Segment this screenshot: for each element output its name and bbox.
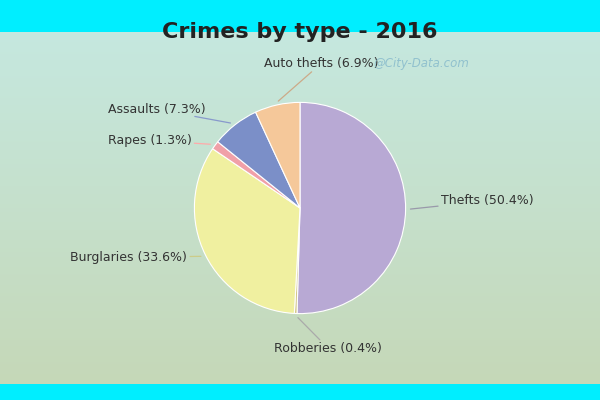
Text: Thefts (50.4%): Thefts (50.4%) (410, 194, 533, 209)
Wedge shape (218, 112, 300, 208)
Text: Auto thefts (6.9%): Auto thefts (6.9%) (264, 57, 379, 101)
Text: @City-Data.com: @City-Data.com (373, 57, 469, 70)
Wedge shape (295, 208, 300, 314)
Text: Rapes (1.3%): Rapes (1.3%) (108, 134, 210, 147)
Text: Burglaries (33.6%): Burglaries (33.6%) (70, 251, 201, 264)
Wedge shape (212, 142, 300, 208)
Text: Robberies (0.4%): Robberies (0.4%) (274, 318, 382, 355)
Text: Assaults (7.3%): Assaults (7.3%) (108, 103, 230, 123)
Wedge shape (194, 149, 300, 314)
Wedge shape (256, 102, 300, 208)
Text: Crimes by type - 2016: Crimes by type - 2016 (162, 22, 438, 42)
Wedge shape (297, 102, 406, 314)
